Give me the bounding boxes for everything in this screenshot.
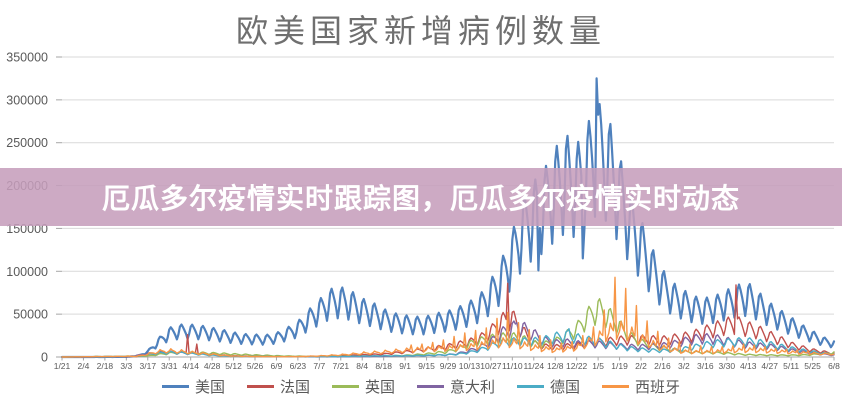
legend-swatch: [602, 385, 630, 388]
x-axis-label: 7/7: [313, 361, 325, 371]
watermark-text: 厄瓜多尔疫情实时跟踪图，厄瓜多尔疫情实时动态: [101, 182, 740, 215]
y-axis-label: 250000: [6, 136, 48, 150]
x-axis-label: 2/16: [654, 361, 671, 371]
x-axis-label: 11/24: [523, 361, 544, 371]
legend-item: 意大利: [417, 376, 495, 397]
x-axis-label: 9/29: [440, 361, 457, 371]
x-axis-label: 2/2: [635, 361, 647, 371]
y-axis-label: 50000: [13, 308, 48, 322]
x-axis-label: 2/4: [78, 361, 90, 371]
x-axis-label: 1/21: [54, 361, 71, 371]
legend-label: 德国: [550, 379, 581, 396]
x-axis-label: 3/17: [140, 361, 157, 371]
legend-label: 法国: [279, 379, 310, 396]
y-axis-label: 100000: [6, 265, 48, 279]
series-line-美国: [60, 77, 836, 359]
legend-swatch: [161, 385, 189, 388]
x-axis-label: 5/25: [804, 361, 821, 371]
x-axis-label: 3/31: [161, 361, 178, 371]
legend-item: 西班牙: [602, 376, 680, 397]
x-axis-label: 3/16: [697, 361, 714, 371]
legend-label: 意大利: [450, 379, 496, 396]
x-axis-label: 10/13: [459, 361, 481, 371]
x-axis-label: 5/11: [783, 361, 799, 371]
y-axis-label: 350000: [6, 51, 48, 65]
x-axis-label: 1/5: [592, 361, 604, 371]
x-axis-label: 10/27: [480, 361, 502, 371]
legend-swatch: [246, 385, 274, 388]
legend-swatch: [517, 385, 545, 388]
legend-label: 英国: [364, 379, 395, 396]
x-axis-label: 9/1: [399, 361, 411, 371]
x-axis-label: 11/10: [502, 361, 523, 371]
x-axis-label: 4/14: [182, 361, 199, 371]
y-axis-label: 300000: [6, 93, 48, 107]
x-axis-label: 6/23: [290, 361, 307, 371]
chart-legend: 美国 法国 英国 意大利 德国 西班牙: [0, 376, 842, 397]
x-axis-label: 4/13: [740, 361, 757, 371]
legend-swatch: [417, 385, 444, 388]
chart-title: 欧美国家新增病例数量: [235, 12, 606, 50]
legend-label: 西班牙: [635, 379, 681, 396]
x-axis-label: 12/22: [566, 361, 588, 371]
x-axis-label: 4/27: [761, 361, 778, 371]
series-line-西班牙: [61, 276, 835, 358]
watermark-banner: 厄瓜多尔疫情实时跟踪图，厄瓜多尔疫情实时动态: [0, 168, 842, 226]
x-axis-label: 2/18: [97, 361, 114, 371]
x-axis-label: 6/9: [271, 361, 283, 371]
x-axis-label: 3/2: [678, 361, 690, 371]
x-axis-label: 9/15: [418, 361, 435, 371]
x-axis-label: 3/30: [719, 361, 736, 371]
legend-item: 英国: [331, 376, 395, 397]
x-axis-label: 5/26: [247, 361, 264, 371]
x-axis-label: 8/4: [356, 361, 368, 371]
x-axis-label: 8/18: [375, 361, 392, 371]
x-axis-label: 5/12: [225, 361, 242, 371]
x-axis-label: 1/19: [611, 361, 628, 371]
x-axis-label: 3/3: [120, 361, 132, 371]
legend-swatch: [331, 385, 359, 388]
x-axis-label: 7/21: [333, 361, 350, 371]
y-axis-label: 0: [41, 351, 48, 365]
legend-item: 法国: [246, 376, 310, 397]
x-axis-label: 12/8: [547, 361, 564, 371]
x-axis-label: 4/28: [204, 361, 221, 371]
x-axis-label: 6/8: [828, 361, 840, 371]
legend-item: 美国: [161, 376, 225, 397]
legend-item: 德国: [517, 376, 580, 397]
legend-label: 美国: [194, 379, 225, 396]
